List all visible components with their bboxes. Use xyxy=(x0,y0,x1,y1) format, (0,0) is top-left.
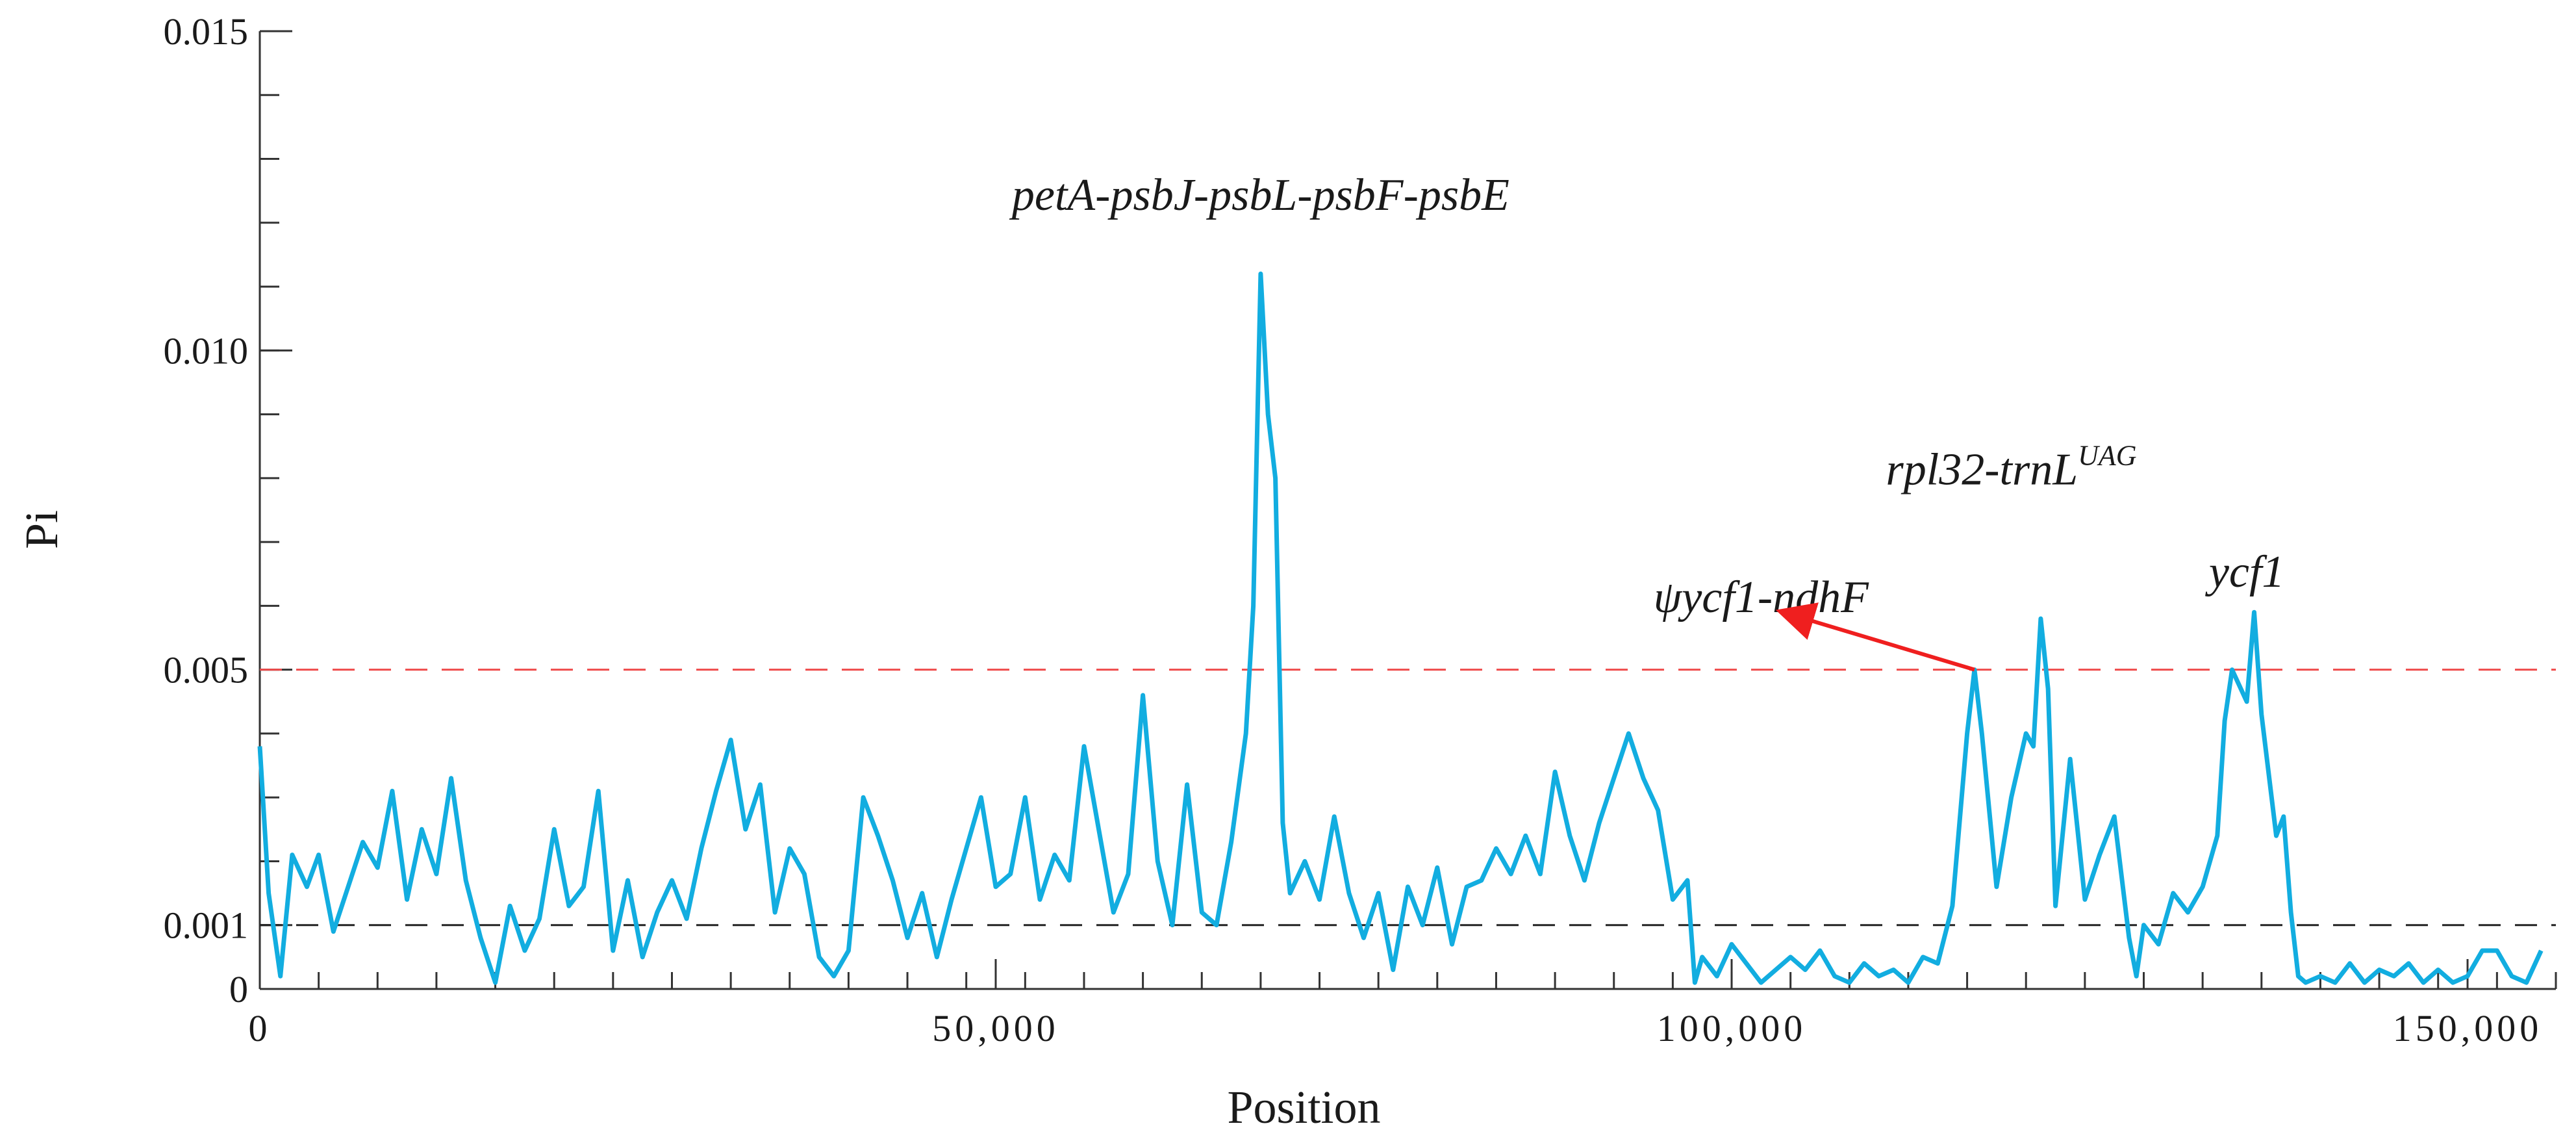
annotation-petA: petA-psbJ-psbL-psbF-psbE xyxy=(1009,170,1509,220)
series-group xyxy=(257,271,2544,985)
threshold-lines xyxy=(260,669,2556,927)
annotation-text: petA-psbJ-psbL-psbF-psbE xyxy=(1009,170,1509,220)
y-tick-label: 0 xyxy=(229,968,248,1010)
annotation-text: ycf1 xyxy=(2205,547,2285,597)
y-tick-label: 0.001 xyxy=(164,904,249,947)
y-tick-label: 0.005 xyxy=(164,649,249,691)
annotations: petA-psbJ-psbL-psbF-psbE rpl32-trnLUAG ycf… xyxy=(1009,170,2285,672)
axis-tick-labels: 0 0.001 0.005 0.010 0.015 0 50,000 100,000 150,0… xyxy=(164,10,2543,1049)
y-tick-label: 0.010 xyxy=(164,329,249,372)
series-line-pi xyxy=(257,271,2544,985)
x-axis-title: Position xyxy=(1227,1081,1380,1133)
y-tick-label: 0.015 xyxy=(164,10,249,53)
x-tick-label: 100,000 xyxy=(1657,1007,1807,1049)
annotation-rpl32: rpl32-trnLUAG xyxy=(1886,440,2137,495)
annotation-superscript: UAG xyxy=(2078,440,2136,472)
y-axis-title: Pi xyxy=(16,510,68,549)
annotation-text: rpl32-trnL xyxy=(1886,445,2078,495)
x-tick-label: 150,000 xyxy=(2393,1007,2543,1049)
annotation-psiycf1: ψycf1-ndhF xyxy=(1654,572,1869,622)
annotation-arrow xyxy=(1775,602,1975,672)
annotation-text: ψycf1-ndhF xyxy=(1654,572,1869,622)
axes xyxy=(259,31,2556,990)
x-tick-label: 0 xyxy=(249,1007,271,1049)
x-tick-label: 50,000 xyxy=(932,1007,1059,1049)
annotation-ycf1: ycf1 xyxy=(2205,547,2285,597)
